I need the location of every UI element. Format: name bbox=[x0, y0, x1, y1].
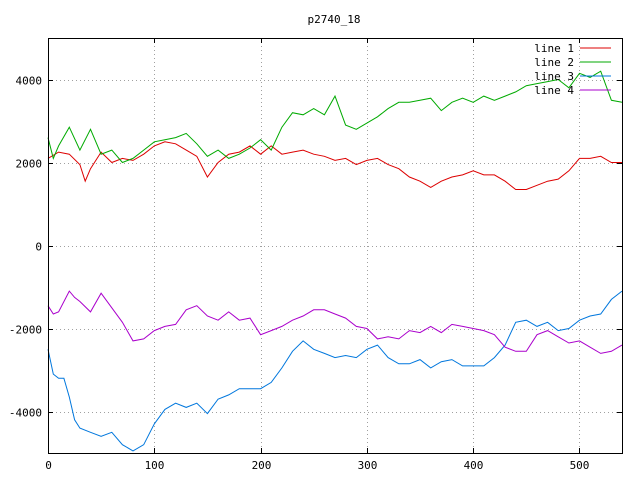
y-tick-label: 4000 bbox=[16, 75, 43, 88]
x-tick-label: 0 bbox=[45, 459, 52, 472]
series-line-4 bbox=[47, 290, 623, 354]
x-tick-label: 300 bbox=[358, 459, 378, 472]
y-tick-label: 2000 bbox=[16, 158, 43, 171]
y-tick-label: -4000 bbox=[9, 407, 42, 420]
series-line-2 bbox=[47, 70, 623, 164]
grid bbox=[48, 38, 622, 453]
y-tick-label: 0 bbox=[35, 241, 42, 254]
series-line-1 bbox=[47, 141, 622, 190]
x-tick-label: 100 bbox=[145, 459, 165, 472]
x-tick-label: 200 bbox=[252, 459, 272, 472]
plot-series bbox=[47, 70, 623, 452]
legend-label: line 2 bbox=[534, 56, 574, 69]
legend-label: line 4 bbox=[534, 84, 574, 97]
x-tick-label: 500 bbox=[570, 459, 590, 472]
legend-label: line 1 bbox=[534, 42, 574, 55]
legend-label: line 3 bbox=[534, 70, 574, 83]
chart-title: p2740_18 bbox=[308, 13, 361, 26]
y-tick-label: -2000 bbox=[9, 324, 42, 337]
series-line-3 bbox=[47, 290, 623, 452]
axis-ticks: 0 100 200 300 400 500 -4000 -2000 0 2000 4000 bbox=[9, 38, 622, 472]
x-tick-label: 400 bbox=[464, 459, 484, 472]
